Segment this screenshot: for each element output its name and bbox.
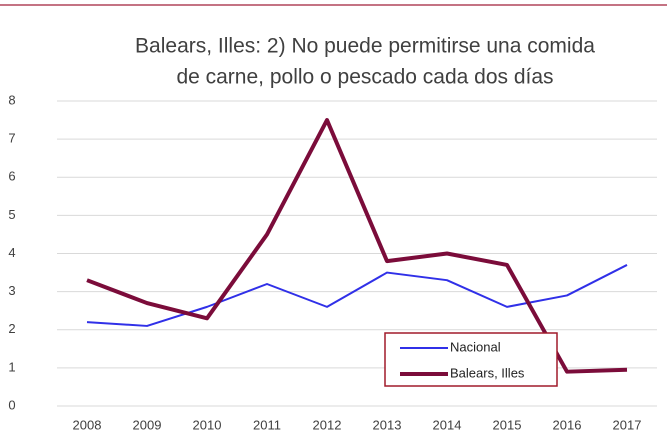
x-tick-label: 2014 [433,417,462,432]
chart-title: Balears, Illes: 2) No puede permitirse u… [135,35,595,58]
legend-box [384,332,558,387]
series-line [86,264,628,327]
y-tick-label: 5 [8,207,15,222]
x-tick-label: 2013 [373,417,402,432]
y-tick-label: 6 [8,169,15,184]
chart-title: de carne, pollo o pescado cada dos días [176,66,553,89]
x-tick-label: 2015 [493,417,522,432]
x-tick-label: 2012 [313,417,342,432]
y-tick-label: 3 [8,283,15,298]
y-tick-label: 7 [8,131,15,146]
x-tick-label: 2008 [73,417,102,432]
legend-label: Nacional [450,339,501,354]
y-tick-label: 2 [8,321,15,336]
x-tick-label: 2017 [613,417,642,432]
y-tick-label: 1 [8,359,15,374]
x-tick-label: 2010 [193,417,222,432]
legend-label: Balears, Illes [450,365,525,380]
x-tick-label: 2011 [253,417,281,432]
series-line [86,118,628,374]
y-tick-label: 8 [8,92,15,107]
y-tick-label: 4 [8,245,15,260]
y-tick-label: 0 [8,397,15,412]
x-tick-label: 2009 [133,417,162,432]
x-tick-label: 2016 [553,417,582,432]
